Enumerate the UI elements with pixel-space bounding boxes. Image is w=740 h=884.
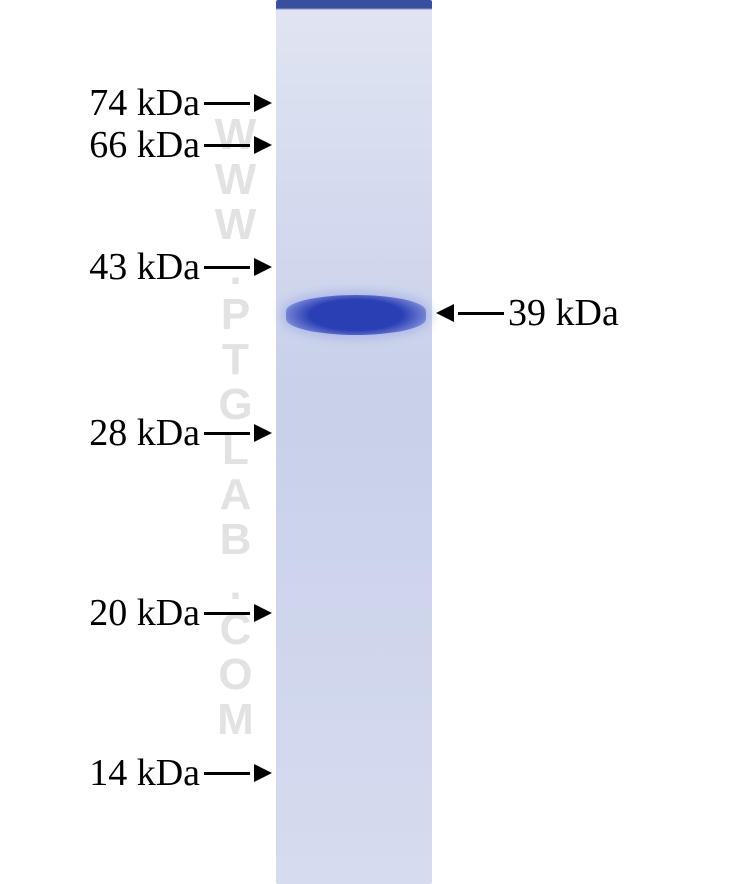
marker-20kda: 20 kDa [89, 591, 272, 635]
marker-label: 39 kDa [508, 291, 619, 335]
marker-label: 14 kDa [89, 751, 200, 795]
marker-74kda: 74 kDa [89, 81, 272, 125]
arrow-line [204, 432, 250, 435]
marker-label: 20 kDa [89, 591, 200, 635]
marker-66kda: 66 kDa [89, 123, 272, 167]
arrow-line [204, 266, 250, 269]
arrow-line [204, 772, 250, 775]
arrow-line [204, 144, 250, 147]
marker-label: 66 kDa [89, 123, 200, 167]
protein-band [286, 295, 426, 335]
arrow-icon [254, 258, 272, 276]
arrow-icon [254, 764, 272, 782]
marker-label: 43 kDa [89, 245, 200, 289]
arrow-line [204, 102, 250, 105]
gel-image-container: { "canvas": { "width": 740, "height": 88… [0, 0, 740, 884]
marker-label: 28 kDa [89, 411, 200, 455]
arrow-icon [254, 94, 272, 112]
arrow-icon [254, 604, 272, 622]
arrow-icon [254, 424, 272, 442]
arrow-line [458, 312, 504, 315]
marker-14kda: 14 kDa [89, 751, 272, 795]
arrow-icon [254, 136, 272, 154]
marker-label: 74 kDa [89, 81, 200, 125]
arrow-icon [436, 304, 454, 322]
marker-39kda: 39 kDa [436, 291, 619, 335]
arrow-line [204, 612, 250, 615]
marker-43kda: 43 kDa [89, 245, 272, 289]
gel-lane [276, 0, 432, 884]
marker-28kda: 28 kDa [89, 411, 272, 455]
